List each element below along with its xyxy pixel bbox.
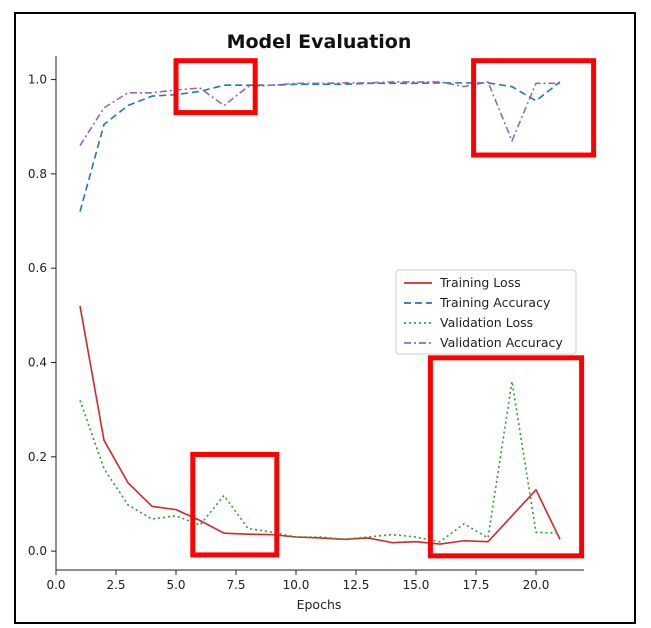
y-tick-label: 0.4	[28, 356, 47, 370]
highlight-box	[471, 58, 597, 158]
highlight-box	[173, 58, 258, 116]
series-line-training-loss	[79, 305, 561, 545]
y-tick-label: 0.6	[28, 261, 47, 275]
highlight-box	[427, 355, 585, 559]
x-tick-label: 10.0	[283, 578, 310, 592]
legend-box	[395, 269, 577, 355]
x-tick-label: 12.5	[343, 578, 370, 592]
legend-label: Validation Accuracy	[440, 335, 563, 350]
x-tick-label: 20.0	[523, 578, 550, 592]
axes: 0.0 2.5 5.0 7.5 10.0 12.5 15.0 17.5 20.0 0.0 0.2 0.…	[28, 56, 584, 592]
chart-title: Model Evaluation	[227, 31, 412, 53]
x-tick-label: 17.5	[463, 578, 490, 592]
x-tick-label: 15.0	[403, 578, 430, 592]
series-line-validation-loss	[79, 380, 561, 543]
y-tick-label: 0.8	[28, 167, 47, 181]
y-tick-label: 0.2	[28, 450, 47, 464]
series-line-validation-accuracy	[79, 81, 560, 147]
legend: Training Loss Training Accuracy Validation…	[395, 269, 577, 355]
legend-label: Validation Loss	[440, 315, 533, 330]
x-tick-label: 2.5	[106, 578, 125, 592]
legend-label: Training Accuracy	[439, 295, 551, 310]
series-lines	[79, 81, 561, 545]
highlight-boxes	[173, 58, 597, 559]
x-tick-label: 7.5	[226, 578, 245, 592]
highlight-box	[190, 451, 280, 558]
y-tick-label: 1.0	[28, 73, 47, 87]
x-tick-label: 5.0	[166, 578, 185, 592]
legend-label: Training Loss	[439, 275, 521, 290]
y-tick-label: 0.0	[28, 544, 47, 558]
series-line-training-accuracy	[79, 81, 561, 212]
x-axis-label: Epochs	[297, 597, 342, 612]
x-tick-label: 0.0	[46, 578, 65, 592]
